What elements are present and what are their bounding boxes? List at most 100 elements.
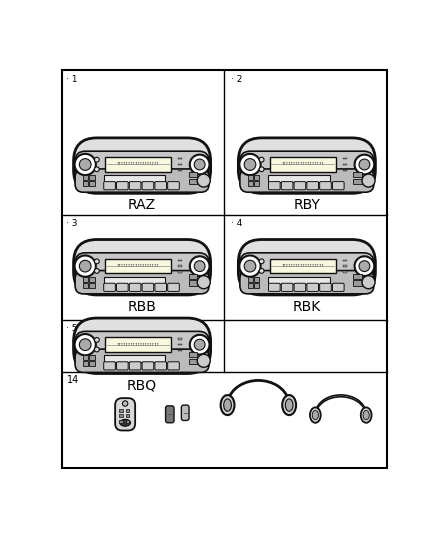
FancyBboxPatch shape xyxy=(294,283,306,292)
Bar xyxy=(178,158,182,159)
Text: RBQ: RBQ xyxy=(127,378,157,392)
Bar xyxy=(104,175,166,182)
Bar xyxy=(254,277,259,281)
FancyBboxPatch shape xyxy=(75,332,209,358)
FancyBboxPatch shape xyxy=(75,271,209,294)
Circle shape xyxy=(95,259,99,264)
Bar xyxy=(353,172,362,177)
Bar xyxy=(89,175,95,180)
Bar xyxy=(105,259,171,273)
Bar xyxy=(104,277,166,284)
Circle shape xyxy=(95,269,99,273)
Bar xyxy=(343,158,346,159)
FancyBboxPatch shape xyxy=(155,182,166,190)
Circle shape xyxy=(74,154,96,175)
Bar xyxy=(89,283,95,288)
Text: IIIIIIIIIIIIIIIIII: IIIIIIIIIIIIIIIIII xyxy=(117,264,159,268)
Bar xyxy=(83,181,88,186)
FancyBboxPatch shape xyxy=(181,405,189,421)
FancyBboxPatch shape xyxy=(142,362,154,370)
Bar xyxy=(178,164,182,165)
Circle shape xyxy=(259,269,264,273)
FancyBboxPatch shape xyxy=(268,283,280,292)
Circle shape xyxy=(79,339,91,351)
Text: 14: 14 xyxy=(67,375,79,385)
Bar xyxy=(178,338,182,340)
Text: RBB: RBB xyxy=(127,300,156,313)
Bar xyxy=(178,271,182,273)
FancyBboxPatch shape xyxy=(129,283,141,292)
Bar xyxy=(343,271,346,273)
Bar xyxy=(248,283,253,288)
Bar xyxy=(178,344,182,345)
Ellipse shape xyxy=(361,407,371,423)
Circle shape xyxy=(95,337,99,342)
FancyBboxPatch shape xyxy=(238,239,375,295)
Bar xyxy=(189,172,197,177)
Circle shape xyxy=(244,159,256,171)
Circle shape xyxy=(239,154,261,175)
FancyBboxPatch shape xyxy=(294,182,306,190)
Circle shape xyxy=(194,159,205,170)
FancyBboxPatch shape xyxy=(307,283,318,292)
FancyBboxPatch shape xyxy=(74,239,211,295)
FancyBboxPatch shape xyxy=(166,406,174,423)
FancyBboxPatch shape xyxy=(129,362,141,370)
Text: IIIIIIIIIIIIIIIIII: IIIIIIIIIIIIIIIIII xyxy=(281,264,324,268)
FancyBboxPatch shape xyxy=(104,182,115,190)
Bar xyxy=(83,283,88,288)
Text: IIIIIIIIIIIIIIIIII: IIIIIIIIIIIIIIIIII xyxy=(117,343,159,346)
Text: · 1: · 1 xyxy=(66,75,78,84)
Circle shape xyxy=(362,276,375,289)
Bar xyxy=(254,175,259,180)
FancyBboxPatch shape xyxy=(104,362,115,370)
Bar xyxy=(89,277,95,281)
FancyBboxPatch shape xyxy=(268,182,280,190)
Bar xyxy=(178,169,182,171)
Circle shape xyxy=(359,159,370,170)
Circle shape xyxy=(194,340,205,350)
FancyBboxPatch shape xyxy=(142,283,154,292)
Bar xyxy=(343,169,346,171)
Bar xyxy=(178,260,182,261)
Bar xyxy=(254,283,259,288)
Bar xyxy=(268,175,330,182)
FancyBboxPatch shape xyxy=(320,182,331,190)
FancyBboxPatch shape xyxy=(332,283,344,292)
Bar xyxy=(120,414,123,417)
Ellipse shape xyxy=(224,399,231,411)
FancyBboxPatch shape xyxy=(142,182,154,190)
Circle shape xyxy=(95,157,99,162)
Circle shape xyxy=(244,260,256,272)
Bar xyxy=(189,274,197,279)
FancyBboxPatch shape xyxy=(104,283,115,292)
Circle shape xyxy=(259,157,264,162)
Bar xyxy=(89,181,95,186)
Bar xyxy=(343,164,346,165)
Bar xyxy=(104,356,166,362)
Circle shape xyxy=(259,259,264,264)
Bar xyxy=(89,355,95,360)
FancyBboxPatch shape xyxy=(238,138,375,193)
Bar xyxy=(353,274,362,279)
FancyBboxPatch shape xyxy=(155,283,166,292)
Bar xyxy=(189,359,197,364)
Circle shape xyxy=(355,155,374,174)
Text: · 3: · 3 xyxy=(66,220,78,229)
Text: · 4: · 4 xyxy=(231,220,242,229)
Bar xyxy=(189,352,197,358)
Ellipse shape xyxy=(310,407,321,423)
Text: RAZ: RAZ xyxy=(128,198,156,212)
FancyBboxPatch shape xyxy=(74,318,211,374)
Circle shape xyxy=(197,174,210,187)
Circle shape xyxy=(259,167,264,172)
Bar xyxy=(343,265,346,267)
Bar xyxy=(126,419,129,423)
FancyBboxPatch shape xyxy=(332,182,344,190)
Ellipse shape xyxy=(363,410,369,419)
FancyBboxPatch shape xyxy=(281,283,293,292)
Text: IIIIIIIIIIIIIIIIII: IIIIIIIIIIIIIIIIII xyxy=(117,163,159,166)
Bar xyxy=(268,277,330,284)
Text: · 2: · 2 xyxy=(231,75,242,84)
FancyBboxPatch shape xyxy=(155,362,166,370)
